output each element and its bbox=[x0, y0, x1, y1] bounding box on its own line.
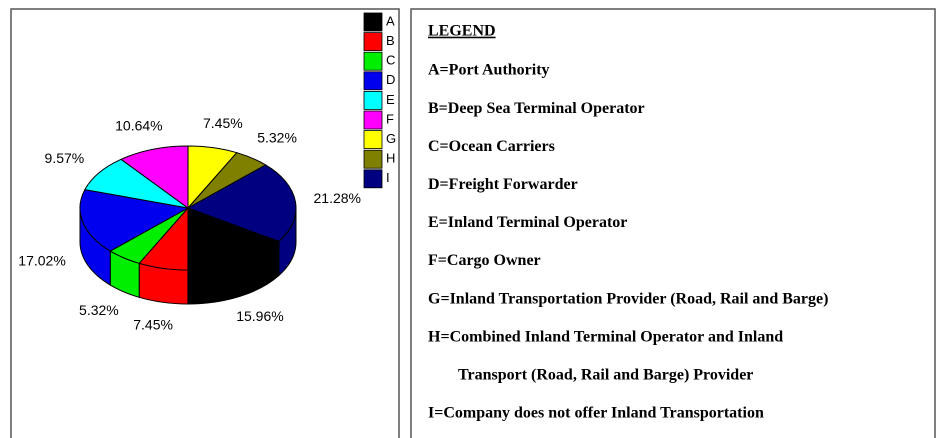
legend-label: H bbox=[386, 151, 395, 166]
legend-swatch bbox=[363, 71, 383, 91]
slice bbox=[79, 189, 190, 252]
legend-line: B=Deep Sea Terminal Operator bbox=[428, 100, 645, 117]
legend-line: C=Ocean Carriers bbox=[428, 138, 555, 155]
legend-swatch bbox=[363, 110, 383, 130]
legend-label: C bbox=[386, 53, 395, 68]
legend-line: Transport (Road, Rail and Barge) Provide… bbox=[458, 366, 753, 383]
legend-swatch bbox=[363, 130, 383, 150]
legend-label: F bbox=[386, 111, 394, 126]
legend-label: B bbox=[386, 33, 395, 48]
legend-line: G=Inland Transportation Provider (Road, … bbox=[428, 290, 828, 307]
legend-line: F=Cargo Owner bbox=[428, 252, 541, 269]
legend-swatch bbox=[363, 51, 383, 71]
legend-label: E bbox=[386, 92, 395, 107]
legend-swatch bbox=[363, 12, 383, 32]
data-label: 5.32% bbox=[257, 130, 297, 146]
legend-swatch bbox=[363, 169, 383, 189]
slice bbox=[187, 207, 280, 271]
legend-label: D bbox=[386, 72, 395, 87]
legend-line: D=Freight Forwarder bbox=[428, 176, 578, 193]
legend-line: I=Company does not offer Inland Transpor… bbox=[428, 405, 764, 422]
legend-panel bbox=[410, 8, 936, 438]
data-label: 5.32% bbox=[79, 302, 119, 318]
legend-label: A bbox=[386, 13, 395, 28]
data-label: 9.57% bbox=[45, 150, 85, 166]
data-label: 10.64% bbox=[115, 117, 162, 133]
slice bbox=[186, 164, 297, 242]
legend-label: G bbox=[386, 131, 396, 146]
data-label: 15.96% bbox=[236, 308, 283, 324]
data-label: 17.02% bbox=[18, 253, 65, 269]
data-label: 7.45% bbox=[133, 316, 173, 332]
data-label: 21.28% bbox=[314, 190, 361, 206]
legend-line: E=Inland Terminal Operator bbox=[428, 214, 627, 231]
legend-line: A=Port Authority bbox=[428, 62, 550, 79]
legend-swatch bbox=[363, 91, 383, 110]
legend-swatch bbox=[363, 149, 383, 169]
chart-panel bbox=[10, 8, 400, 438]
slice bbox=[120, 145, 189, 209]
data-label: 7.45% bbox=[203, 115, 243, 131]
legend-line: H=Combined Inland Terminal Operator and … bbox=[428, 328, 783, 345]
labels: 15.96% 7.45% 5.32% 17.02% 9.57% 10.64% 7.45% 5.… bbox=[18, 12, 828, 422]
pie-tops bbox=[79, 145, 297, 271]
legend-title: LEGEND bbox=[428, 23, 496, 40]
legend-swatch bbox=[363, 32, 383, 51]
legend-label: I bbox=[386, 170, 390, 185]
